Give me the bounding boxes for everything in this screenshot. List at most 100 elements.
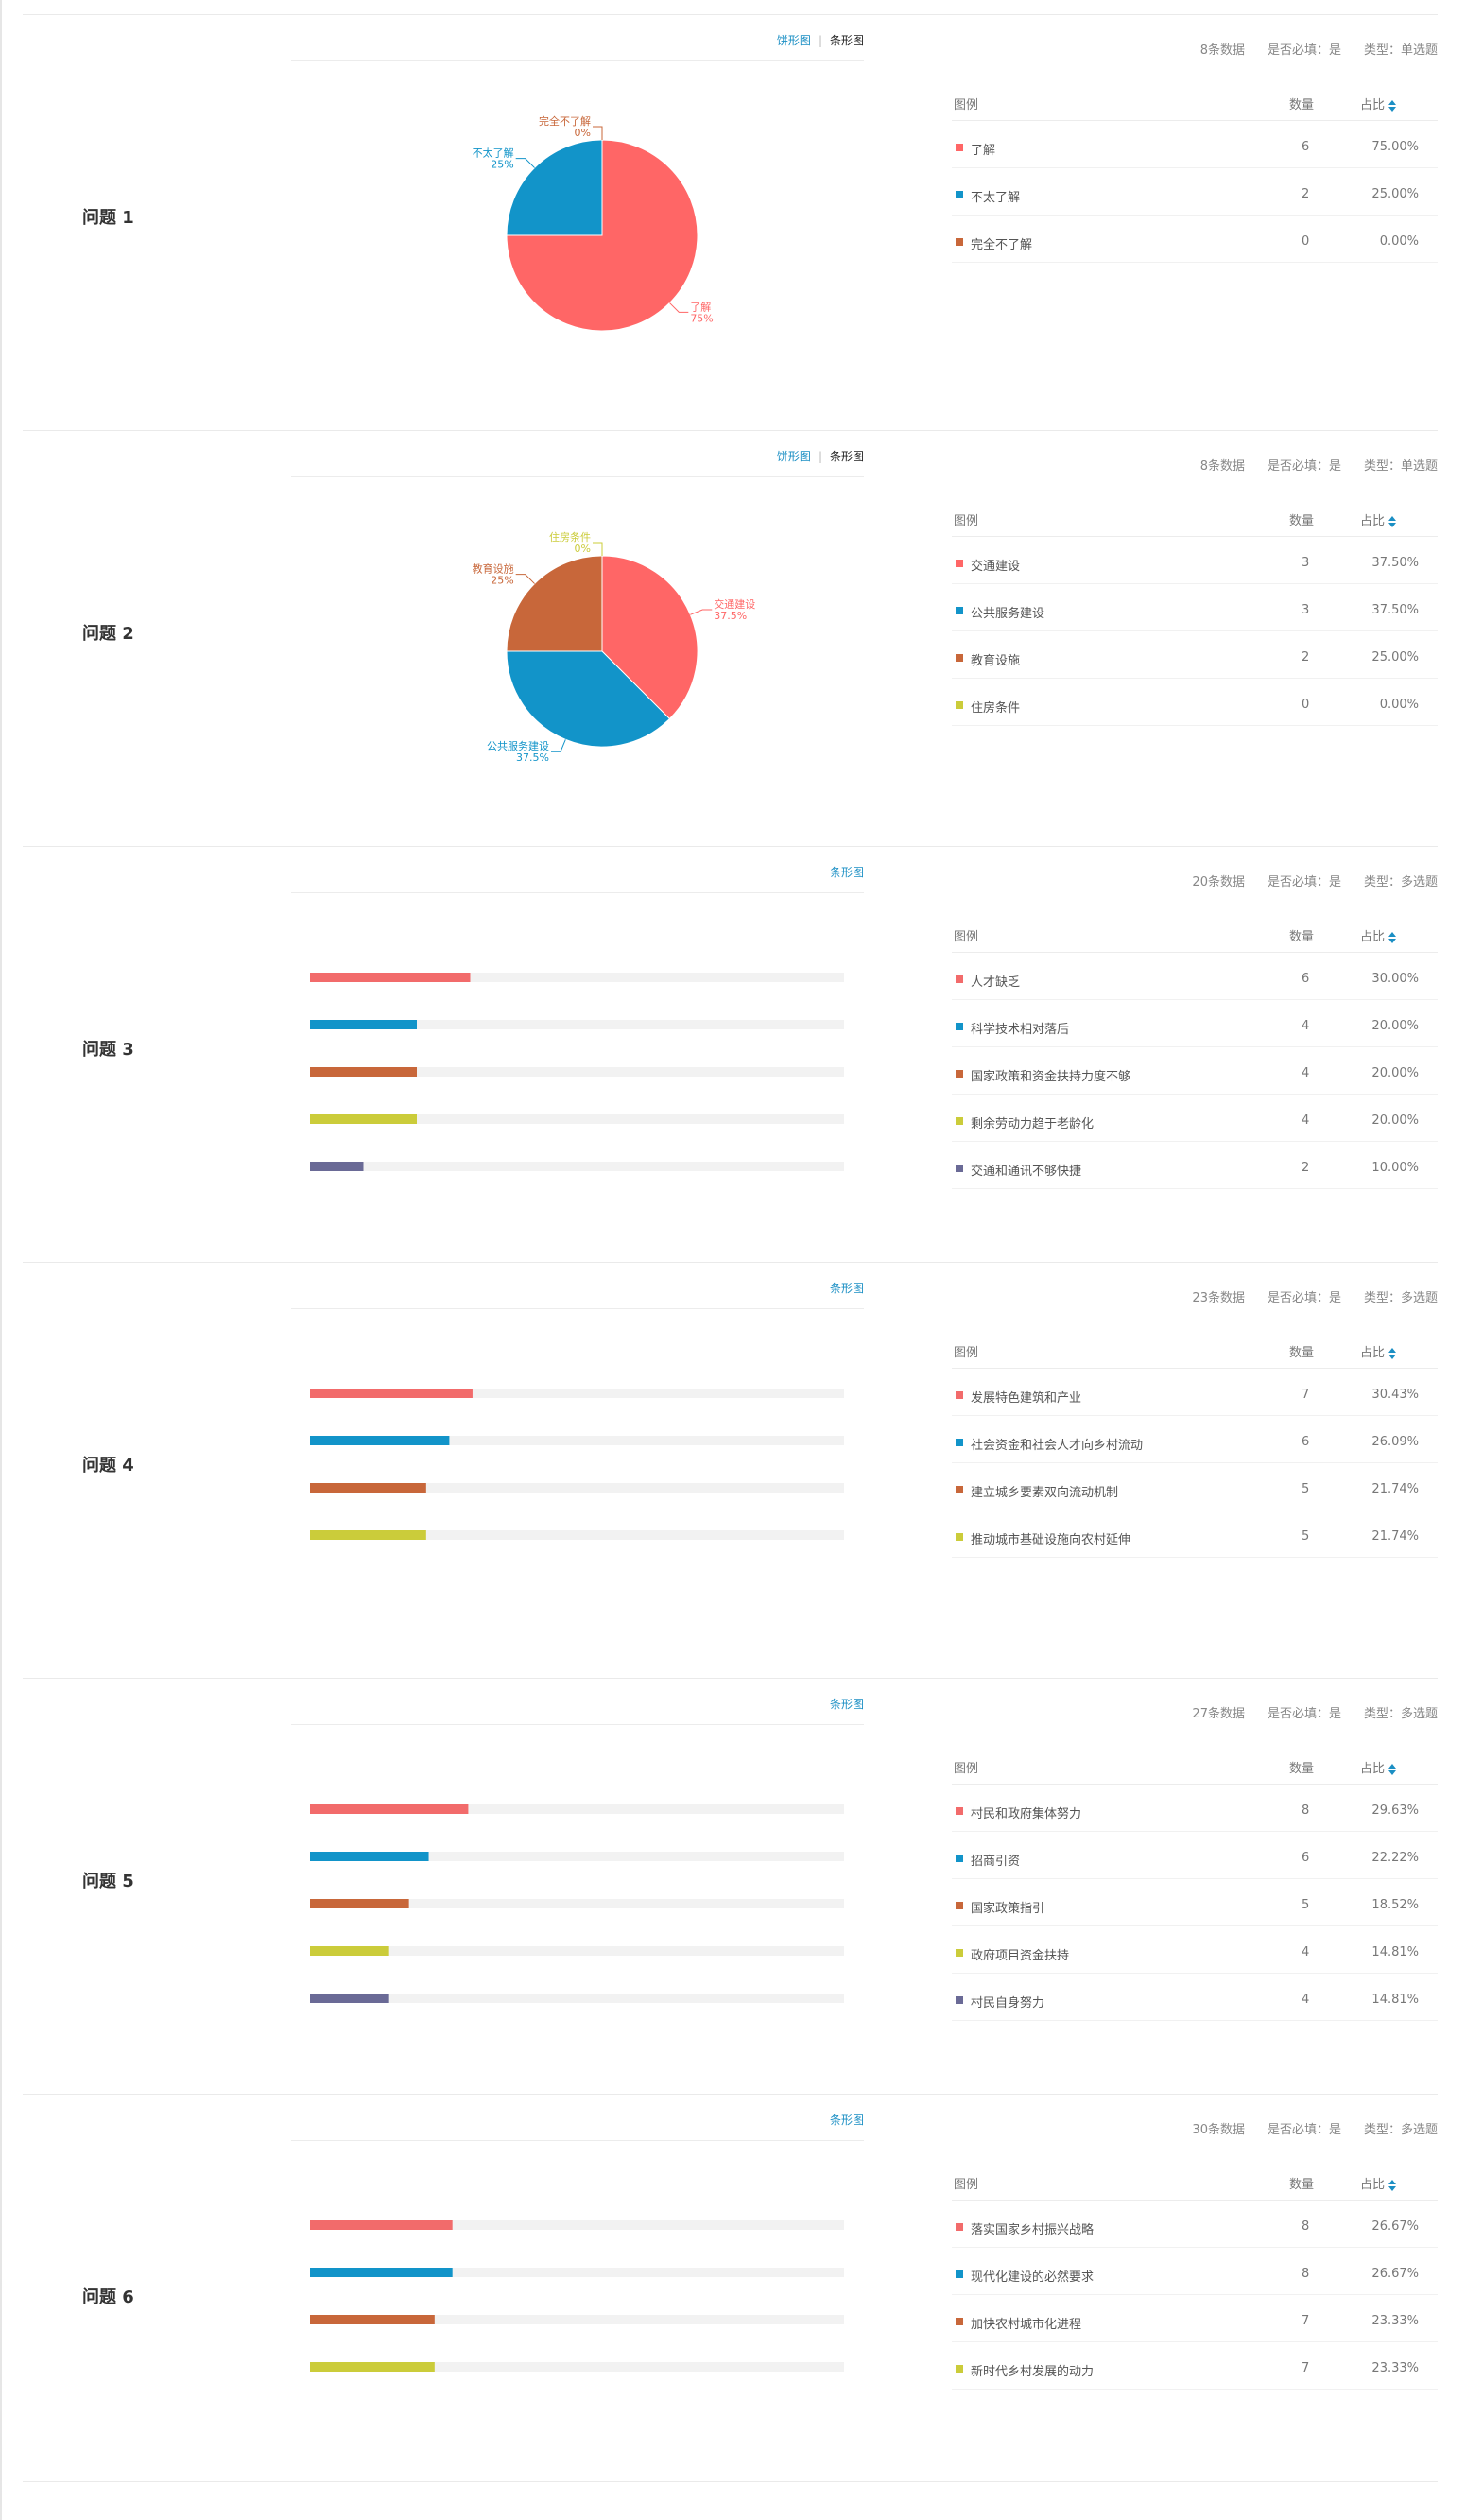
legend-swatch: [956, 2318, 963, 2325]
bar[interactable]: [310, 1946, 389, 1956]
bar[interactable]: [310, 1436, 450, 1445]
question-title: 问题 3: [82, 1040, 134, 1060]
option-percent: 26.67%: [1371, 2219, 1419, 2234]
option-label: 政府项目资金扶持: [971, 1949, 1070, 1963]
sort-icon[interactable]: [1388, 1763, 1397, 1775]
bar[interactable]: [310, 2315, 435, 2324]
bar[interactable]: [310, 1899, 409, 1908]
legend-swatch: [956, 2365, 963, 2373]
legend-swatch: [956, 1902, 963, 1909]
percent-header-sort[interactable]: 占比: [1360, 95, 1397, 112]
count-header: 数量: [1289, 1346, 1315, 1360]
pie-slice[interactable]: [506, 555, 603, 652]
option-percent: 10.00%: [1371, 1161, 1419, 1175]
percent-header-sort[interactable]: 占比: [1360, 2174, 1397, 2192]
bar[interactable]: [310, 1994, 389, 2003]
table-row: 交通建设 3 37.50%: [952, 537, 1438, 584]
option-label: 新时代乡村发展的动力: [971, 2365, 1095, 2379]
table-row: 招商引资 6 22.22%: [952, 1832, 1438, 1879]
table-row: 剩余劳动力趋于老龄化 4 20.00%: [952, 1095, 1438, 1142]
tab-bar-chart[interactable]: 条形图: [829, 34, 864, 47]
tab-bar-chart[interactable]: 条形图: [829, 866, 864, 879]
pie-slice[interactable]: [601, 555, 699, 720]
legend-swatch: [956, 1807, 963, 1815]
chart-type-tabs: 条形图: [291, 864, 864, 893]
table-row: 加快农村城市化进程 7 23.33%: [952, 2295, 1438, 2342]
bar[interactable]: [310, 1067, 417, 1077]
bar-chart: [310, 1804, 844, 2003]
percent-header-label: 占比: [1360, 930, 1386, 944]
pie-label: 住房条件: [549, 530, 591, 544]
bar[interactable]: [310, 1804, 469, 1814]
pie-label-percent: 25%: [491, 575, 513, 587]
option-count: 8: [1302, 1804, 1310, 1818]
sort-icon[interactable]: [1388, 515, 1397, 527]
bar[interactable]: [310, 1483, 426, 1493]
table-row: 现代化建设的必然要求 8 26.67%: [952, 2248, 1438, 2295]
bar[interactable]: [310, 2268, 453, 2277]
sort-icon[interactable]: [1388, 99, 1397, 112]
percent-header-label: 占比: [1360, 514, 1386, 528]
bar[interactable]: [310, 1530, 426, 1540]
option-label: 不太了解: [971, 191, 1021, 205]
percent-header-label: 占比: [1360, 1346, 1386, 1360]
sort-icon[interactable]: [1388, 1347, 1397, 1359]
bar-track: [310, 1067, 844, 1077]
pie-label-leader: [515, 158, 535, 168]
option-percent: 37.50%: [1371, 556, 1419, 570]
tab-bar-chart[interactable]: 条形图: [829, 1698, 864, 1711]
pie-slice[interactable]: [506, 650, 671, 748]
tab-bar-chart[interactable]: 条形图: [829, 1282, 864, 1295]
sort-icon[interactable]: [1388, 931, 1397, 943]
legend-header: 图例: [954, 1346, 979, 1360]
percent-header-sort[interactable]: 占比: [1360, 510, 1397, 528]
bar[interactable]: [310, 1020, 417, 1029]
sort-down-arrow: [1388, 106, 1397, 112]
bar[interactable]: [310, 2220, 453, 2230]
table-row: 国家政策和资金扶持力度不够 4 20.00%: [952, 1047, 1438, 1095]
pie-slice[interactable]: [506, 139, 603, 236]
bar-track: [310, 2362, 844, 2372]
bar[interactable]: [310, 973, 471, 982]
tab-bar-chart[interactable]: 条形图: [829, 2114, 864, 2127]
chart-area: 饼形图 | 条形图 了解 75% 不太了解 25% 完全不了解 0%: [291, 15, 864, 424]
option-count: 2: [1302, 1161, 1310, 1175]
percent-header-sort[interactable]: 占比: [1360, 926, 1397, 944]
tab-pie-chart[interactable]: 饼形图: [776, 450, 811, 463]
table-header: 图例 数量 占比: [952, 2151, 1438, 2201]
table-header: 图例 数量 占比: [952, 904, 1438, 953]
question-title: 问题 6: [82, 2287, 134, 2307]
tab-pie-chart[interactable]: 饼形图: [776, 34, 811, 47]
percent-header-label: 占比: [1360, 98, 1386, 112]
question-section: 问题 3 条形图 20条数据 是否必填：是 类型：多选题 图例 数量 占比 人才缺乏 6 30.00…: [23, 846, 1438, 1257]
table-row: 落实国家乡村振兴战略 8 26.67%: [952, 2201, 1438, 2248]
option-percent: 0.00%: [1379, 234, 1419, 249]
option-label: 国家政策和资金扶持力度不够: [971, 1070, 1131, 1084]
bar[interactable]: [310, 1852, 429, 1861]
bar-track: [310, 1114, 844, 1124]
bar[interactable]: [310, 1389, 473, 1398]
sort-icon[interactable]: [1388, 2179, 1397, 2191]
option-percent: 14.81%: [1371, 1993, 1419, 2007]
table-row: 科学技术相对落后 4 20.00%: [952, 1000, 1438, 1047]
question-section: 问题 1 饼形图 | 条形图 了解 75% 不太了解 25% 完全不了解 0% 8条数据 是否必填：是…: [23, 14, 1438, 425]
chart-type-tabs: 饼形图 | 条形图: [291, 32, 864, 61]
option-label: 科学技术相对落后: [971, 1023, 1070, 1037]
bar[interactable]: [310, 2362, 435, 2372]
bar[interactable]: [310, 1114, 417, 1124]
pie-label-leader: [669, 302, 689, 313]
percent-header-sort[interactable]: 占比: [1360, 1342, 1397, 1360]
legend-swatch: [956, 1023, 963, 1030]
question-section: 问题 2 饼形图 | 条形图 交通建设 37.5% 公共服务建设 37.5% 教育设施 25% 住房…: [23, 430, 1438, 841]
pie-label-percent: 37.5%: [714, 610, 747, 622]
option-count: 5: [1302, 1529, 1310, 1544]
bar-chart: [310, 973, 844, 1171]
percent-header-sort[interactable]: 占比: [1360, 1758, 1397, 1776]
tab-bar-chart[interactable]: 条形图: [829, 450, 864, 463]
option-label: 住房条件: [971, 701, 1021, 716]
sort-up-arrow: [1388, 931, 1397, 937]
bar-track: [310, 1530, 844, 1540]
bar[interactable]: [310, 1162, 364, 1171]
question-meta: 30条数据 是否必填：是 类型：多选题: [1169, 2119, 1438, 2137]
question-meta: 27条数据 是否必填：是 类型：多选题: [1169, 1703, 1438, 1721]
